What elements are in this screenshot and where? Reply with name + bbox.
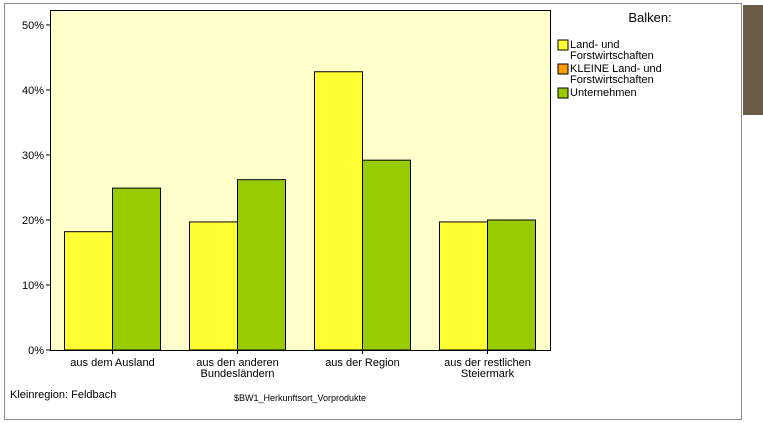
y-tick-label: 50% — [22, 20, 44, 32]
y-tick-label: 30% — [22, 150, 44, 162]
bar — [112, 187, 161, 351]
legend-title: Balken: — [628, 10, 671, 25]
legend-label: Unternehmen — [570, 87, 637, 99]
footnote: $BW1_Herkunftsort_Vorprodukte — [234, 393, 366, 403]
legend-swatch — [557, 63, 569, 75]
x-tick-label: aus dem Ausland — [70, 357, 154, 369]
legend-swatch — [557, 39, 569, 51]
frame — [4, 3, 742, 420]
bar — [189, 221, 238, 351]
bar — [439, 221, 488, 351]
legend-label: Land- und Forstwirtschaften — [570, 39, 654, 62]
y-tick-label: 0% — [28, 345, 44, 357]
legend-label: KLEINE Land- und Forstwirtschaften — [570, 63, 662, 86]
bar — [314, 71, 363, 351]
footnote: Kleinregion: Feldbach — [10, 389, 116, 401]
y-tick-label: 40% — [22, 85, 44, 97]
x-tick-label: aus der restlichen Steiermark — [444, 357, 531, 380]
bar — [362, 159, 411, 351]
x-tick-label: aus den anderen Bundesländern — [196, 357, 279, 380]
photo — [743, 5, 763, 115]
bar — [487, 219, 536, 351]
y-tick-label: 10% — [22, 280, 44, 292]
y-tick-label: 20% — [22, 215, 44, 227]
bar — [64, 231, 113, 351]
legend-swatch — [557, 87, 569, 99]
bar — [237, 179, 286, 351]
x-tick-label: aus der Region — [325, 357, 400, 369]
